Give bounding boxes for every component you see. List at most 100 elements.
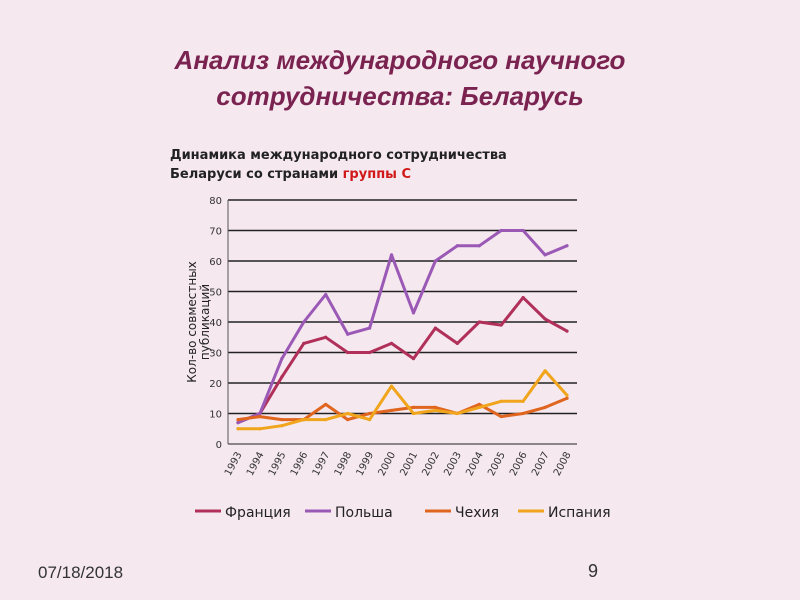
x-tick-label-2005: 2005	[486, 450, 508, 478]
data-point	[499, 323, 503, 327]
data-point	[258, 411, 262, 416]
data-point	[302, 341, 306, 345]
data-point	[521, 411, 525, 416]
data-point	[499, 414, 503, 419]
data-point	[346, 332, 350, 336]
x-tick-label-1995: 1995	[267, 450, 289, 478]
data-point	[477, 402, 481, 406]
data-point	[302, 320, 306, 324]
data-point	[433, 408, 437, 413]
x-tick-label-1994: 1994	[245, 450, 267, 478]
legend-label-4: Испания	[548, 505, 611, 521]
x-tick-label-2004: 2004	[464, 450, 486, 478]
data-point	[499, 399, 503, 403]
data-point	[389, 341, 394, 345]
data-point	[477, 405, 481, 409]
data-point	[411, 311, 416, 315]
x-tick-label-2003: 2003	[442, 450, 464, 478]
x-tick-label-2002: 2002	[420, 450, 442, 478]
data-point	[389, 253, 394, 257]
x-tick-label-2008: 2008	[552, 450, 574, 478]
data-point	[565, 396, 569, 400]
data-point	[346, 411, 350, 416]
data-point	[543, 405, 547, 409]
series-line-4	[236, 369, 569, 431]
x-tick-label-1998: 1998	[333, 450, 355, 478]
data-point	[236, 427, 240, 431]
data-point	[368, 350, 372, 355]
data-point	[521, 399, 525, 403]
data-point	[346, 418, 350, 422]
data-point	[521, 296, 525, 300]
page-number: 9	[588, 561, 599, 581]
legend-label-1: Франция	[225, 505, 291, 521]
y-tick-label: 40	[209, 318, 222, 329]
y-tick-label: 50	[209, 288, 222, 299]
chart-title-line2: Беларуси со странами группы С	[170, 165, 507, 184]
data-point	[368, 326, 372, 330]
series-line-2	[236, 229, 569, 425]
data-point	[302, 418, 306, 422]
data-point	[433, 405, 437, 409]
data-point	[543, 317, 547, 321]
y-tick-label: 70	[209, 227, 222, 238]
y-tick-label: 30	[209, 349, 222, 360]
data-point	[565, 329, 569, 333]
y-tick-label: 60	[209, 257, 222, 268]
legend-label-3: Чехия	[455, 505, 499, 521]
data-point	[411, 405, 416, 409]
data-point	[521, 228, 525, 233]
data-point	[324, 418, 328, 422]
y-tick-label: 10	[209, 410, 222, 421]
chart-title-prefix: Беларуси со странами	[170, 167, 343, 182]
data-point	[455, 411, 459, 416]
chart-title-line1: Динамика международного сотрудничества	[170, 148, 507, 163]
data-point	[236, 418, 240, 422]
slide-title: Анализ международного научного сотруднич…	[0, 42, 800, 114]
data-point	[280, 375, 284, 379]
y-tick-label: 20	[209, 379, 222, 390]
chart-title-highlight: группы С	[342, 167, 411, 182]
data-point	[565, 393, 569, 397]
series-line-3	[236, 396, 569, 422]
slide-title-line2: сотрудничества: Беларусь	[216, 81, 584, 111]
data-point	[324, 292, 328, 297]
data-point	[433, 326, 437, 330]
x-tick-label-2001: 2001	[398, 450, 420, 478]
legend-label-2: Польша	[335, 505, 393, 521]
data-point	[389, 384, 394, 388]
data-point	[324, 402, 328, 406]
data-point	[477, 244, 481, 248]
x-tick-label-1999: 1999	[355, 450, 377, 478]
data-point	[565, 244, 569, 248]
x-tick-label-2007: 2007	[530, 450, 552, 478]
data-point	[477, 320, 481, 324]
data-point	[411, 411, 416, 416]
slide-title-line1: Анализ международного научного	[174, 45, 626, 75]
data-point	[543, 253, 547, 257]
data-point	[543, 369, 547, 373]
data-point	[236, 421, 240, 425]
data-point	[258, 414, 262, 419]
footer-date: 07/18/2018	[38, 563, 124, 582]
data-point	[455, 341, 459, 345]
data-point	[455, 244, 459, 248]
y-tick-label: 80	[209, 196, 222, 207]
y-axis-label: Кол-во совместныхпубликаций	[185, 261, 212, 383]
x-tick-label-1993: 1993	[223, 450, 245, 478]
x-tick-label-2000: 2000	[377, 450, 399, 478]
data-point	[280, 357, 284, 361]
series-line-1	[236, 296, 569, 425]
data-point	[368, 418, 372, 422]
data-point	[324, 335, 328, 339]
x-tick-label-2006: 2006	[508, 450, 530, 478]
chart-title: Динамика международного сотрудничества Б…	[170, 146, 507, 184]
data-point	[346, 350, 350, 355]
data-point	[411, 357, 416, 361]
data-point	[280, 424, 284, 428]
x-tick-label-1997: 1997	[311, 450, 333, 478]
data-point	[280, 418, 284, 422]
data-point	[433, 259, 437, 263]
data-point	[368, 411, 372, 416]
